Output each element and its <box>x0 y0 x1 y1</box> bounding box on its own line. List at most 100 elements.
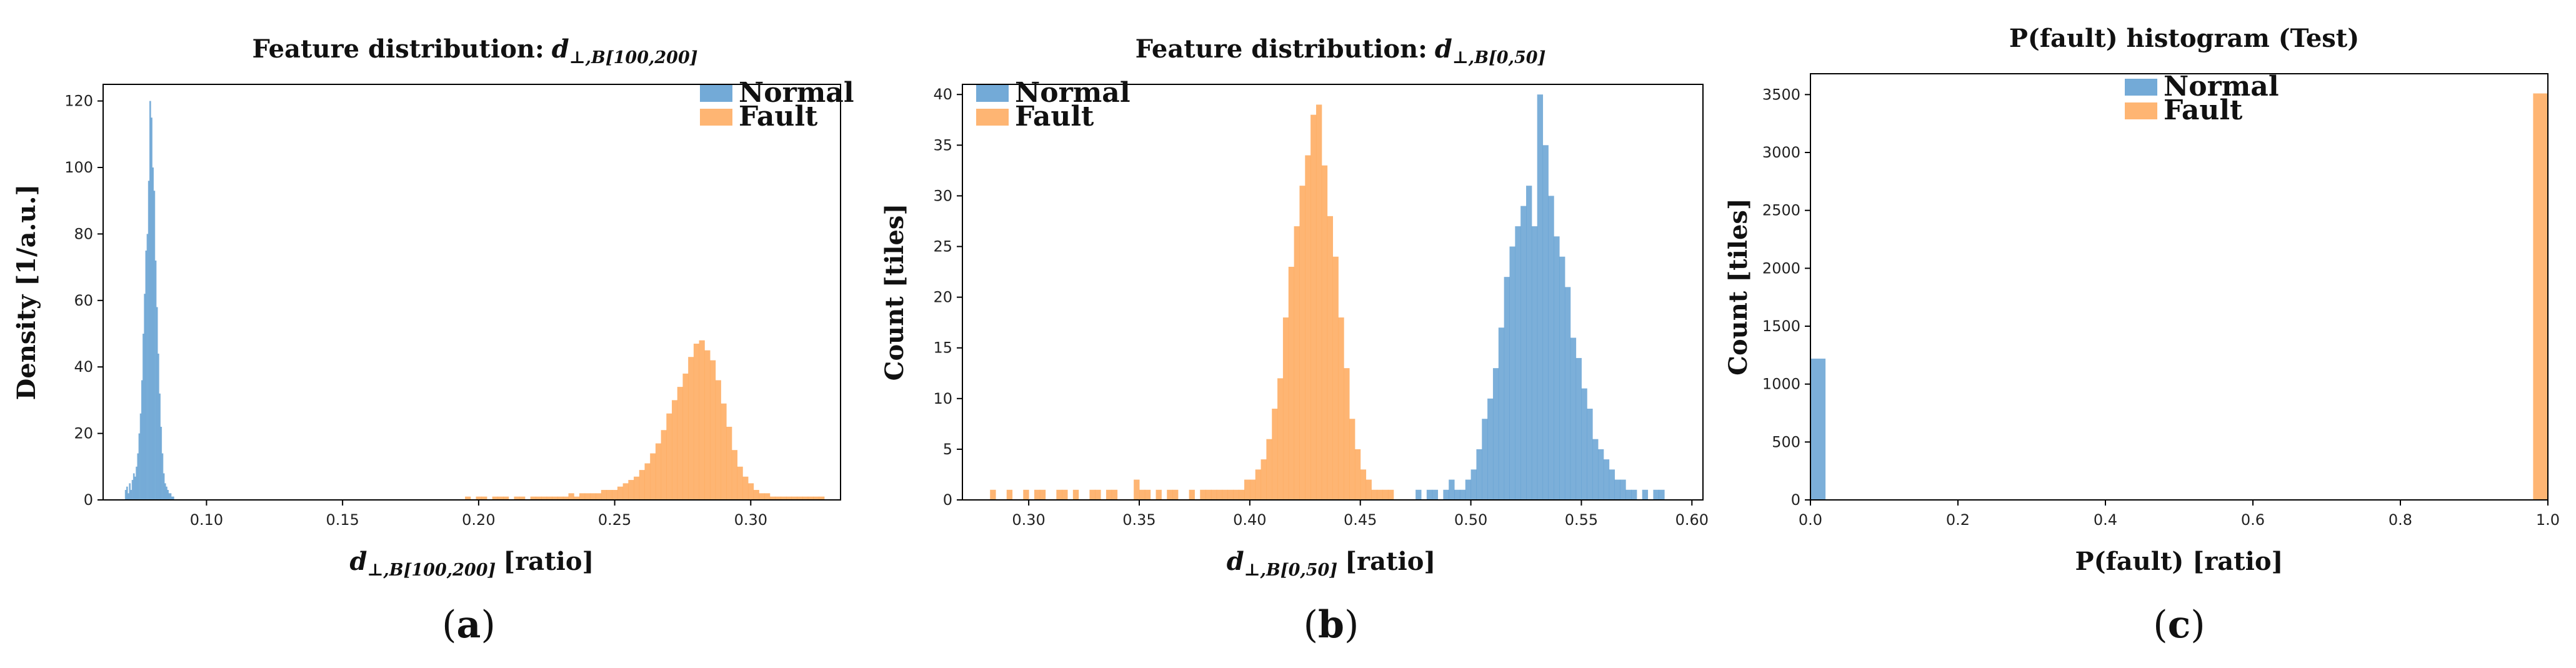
bar-fault <box>590 493 596 500</box>
panel-caption: (b) <box>1304 603 1359 647</box>
bar-normal <box>142 334 144 500</box>
bar-fault <box>1377 489 1383 500</box>
legend-swatch-normal <box>976 85 1009 102</box>
legend-label-fault: Fault <box>2164 94 2243 126</box>
y-tick-label: 30 <box>933 187 952 204</box>
bar-fault <box>530 496 536 500</box>
bar-fault <box>519 496 526 500</box>
plot-frame <box>962 84 1704 501</box>
bar-fault <box>536 496 542 500</box>
bar-normal <box>1564 287 1571 500</box>
bar-fault <box>693 343 700 500</box>
bar-fault <box>747 483 754 500</box>
bar-fault <box>1034 489 1041 500</box>
bar-normal <box>152 167 154 500</box>
bar-normal <box>131 480 134 500</box>
series-fault <box>465 340 825 500</box>
bar-fault <box>666 413 672 500</box>
plot-frame <box>102 84 841 501</box>
series-fault <box>2533 93 2549 500</box>
x-axis-label: P(fault) [ratio] <box>2075 547 2284 576</box>
bar-normal <box>1592 439 1599 500</box>
y-tick-label: 20 <box>74 425 93 442</box>
bar-fault <box>1156 489 1162 500</box>
bar-fault <box>1006 489 1013 500</box>
bar-fault <box>1365 479 1372 500</box>
chart-title: Feature distribution: d⊥,B[100,200] <box>252 34 697 67</box>
bar-normal <box>161 453 164 500</box>
y-tick-label: 40 <box>933 86 952 103</box>
bar-fault <box>1371 489 1377 500</box>
bar-fault <box>612 490 618 500</box>
x-tick-label: 0.60 <box>1675 511 1709 529</box>
bar-normal <box>138 433 141 500</box>
y-tick-label: 100 <box>64 159 93 176</box>
bar-fault <box>601 490 607 500</box>
bar-fault <box>1172 489 1179 500</box>
legend-swatch-fault <box>2125 102 2157 119</box>
chart-panel-a: 0.10 0.15 0.20 0.25 0.30 0 20 40 60 80 100 120 Featu… <box>12 34 854 647</box>
chart-panel-c: 0.0 0.2 0.4 0.6 0.8 1.0 0 500 1000 1500 2000 2500 30… <box>1724 24 2560 647</box>
bar-fault <box>622 483 629 500</box>
bar-fault <box>726 426 732 500</box>
bar-fault <box>497 496 504 500</box>
bar-fault <box>677 387 683 500</box>
bar-fault <box>1111 489 1118 500</box>
y-tick-label: 3000 <box>1762 144 1800 161</box>
bar-fault <box>1315 104 1322 500</box>
bar-normal <box>1554 236 1560 500</box>
y-tick-label: 0 <box>84 491 93 509</box>
bar-fault <box>1288 266 1295 500</box>
bar-fault <box>1144 489 1151 500</box>
bar-fault <box>1282 317 1289 500</box>
bar-fault <box>584 493 591 500</box>
y-tick-label: 15 <box>933 339 952 357</box>
bar-fault <box>1056 489 1062 500</box>
x-tick-label: 0.50 <box>1454 511 1487 529</box>
bar-fault <box>1338 317 1344 500</box>
bar-normal <box>1631 489 1637 500</box>
y-tick-label: 20 <box>933 289 952 306</box>
y-tick-label: 0 <box>943 491 952 509</box>
bar-normal <box>164 483 166 500</box>
bar-fault <box>1344 368 1350 500</box>
bar-normal <box>1653 489 1659 500</box>
bar-fault <box>1206 489 1212 500</box>
bar-fault <box>1089 489 1096 500</box>
bar-fault <box>2533 93 2549 500</box>
bar-fault <box>1261 459 1267 500</box>
bar-fault <box>1216 489 1223 500</box>
bar-normal <box>1504 277 1510 500</box>
bar-fault <box>514 496 520 500</box>
y-tick-label: 3500 <box>1762 86 1800 103</box>
bar-fault <box>574 496 580 500</box>
bar-fault <box>1299 186 1305 500</box>
bar-fault <box>791 496 797 500</box>
bar-fault <box>682 373 689 500</box>
panel-caption: (a) <box>442 603 496 647</box>
bar-fault <box>1360 469 1367 500</box>
x-tick-label: 0.20 <box>462 511 495 529</box>
bar-normal <box>172 496 174 500</box>
bar-fault <box>546 496 552 500</box>
bar-normal <box>1570 337 1577 500</box>
bar-normal <box>1432 489 1439 500</box>
bar-normal <box>130 490 132 500</box>
bar-normal <box>1810 358 1826 500</box>
bar-fault <box>1354 449 1361 500</box>
bar-normal <box>1470 469 1477 500</box>
bar-normal <box>149 101 151 501</box>
bar-normal <box>168 493 171 500</box>
bar-fault <box>1327 216 1333 500</box>
bar-normal <box>136 466 137 500</box>
y-tick-label: 40 <box>74 358 93 376</box>
bar-normal <box>1659 489 1665 500</box>
bar-fault <box>797 496 803 500</box>
bar-fault <box>759 493 765 500</box>
y-tick-label: 80 <box>74 225 93 242</box>
bar-fault <box>1062 489 1068 500</box>
bar-fault <box>990 489 996 500</box>
bar-fault <box>775 496 781 500</box>
legend-label-normal: Normal <box>2164 71 2279 102</box>
bar-fault <box>492 496 498 500</box>
